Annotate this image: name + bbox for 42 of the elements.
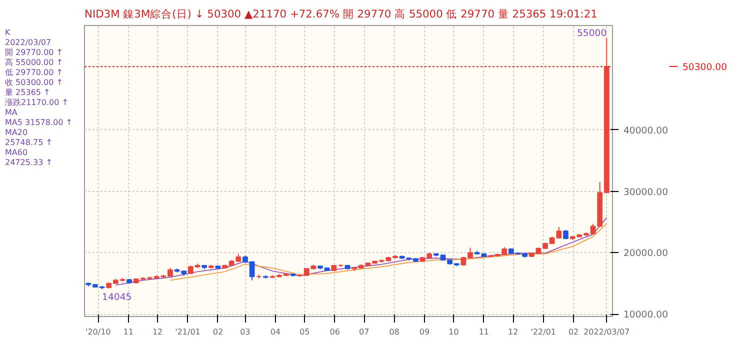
- ref-line-label: 50300.00: [682, 62, 728, 74]
- text: 收 50300.00 ↑: [5, 78, 63, 87]
- line-series: [115, 217, 608, 286]
- y-tick-label: 40000.00: [624, 125, 668, 136]
- annotation: 14045: [102, 292, 132, 304]
- x-tick-label: 04: [270, 328, 281, 336]
- text: 高 55000.00 ↑: [5, 58, 63, 67]
- x-tick-label: '21/01: [175, 328, 200, 336]
- x-tick-label: 07: [358, 328, 370, 336]
- x-tick-label: 05: [300, 328, 310, 336]
- x-tick-label: 11: [123, 328, 134, 336]
- x-tick-label: '20/10: [86, 328, 111, 336]
- text: MA60: [5, 148, 28, 157]
- text: MA5 31578.00 ↑: [5, 118, 72, 127]
- x-tick-label: 08: [389, 328, 400, 336]
- x-tick-label: 02: [568, 328, 579, 336]
- y-tick-label: 20000.00: [624, 248, 668, 260]
- text: K: [5, 28, 10, 37]
- text: 量 25365 ↑: [5, 88, 50, 97]
- text: MA: [5, 108, 18, 117]
- x-tick-label: 06: [330, 328, 340, 336]
- text: 25748.75 ↑: [5, 138, 52, 147]
- y-tick-label: 10000.00: [624, 310, 668, 321]
- y-tick-label: 30000.00: [624, 186, 668, 198]
- x-tick-label: 09: [419, 328, 430, 336]
- text: 開 29770.00 ↑: [5, 48, 63, 57]
- x-tick-label: '22/01: [530, 328, 556, 336]
- x-tick-label: 12: [152, 328, 163, 336]
- x-tick-label: 11: [478, 328, 490, 336]
- x-tick-label: 03: [240, 328, 250, 336]
- text: 24725.33 ↑: [5, 158, 52, 167]
- annotation: 55000: [576, 28, 607, 39]
- x-tick-label: 10: [448, 328, 459, 336]
- x-tick-label: 12: [508, 328, 518, 336]
- text: MA20: [5, 128, 28, 137]
- text: 2022/03/07: [5, 38, 52, 47]
- line-series: [170, 223, 608, 281]
- text: 漲跌21170.00 ↑: [5, 98, 68, 107]
- text: 低 29770.00 ↑: [5, 68, 63, 77]
- chart-title: NID3M 鎳3M綜合(日) ↓ 50300 ▲21170 +72.67% 開 29770 高 55000 低 29770 量 25365 19:01:21: [84, 8, 598, 20]
- x-tick-label: 02: [212, 328, 224, 336]
- x-tick-label: 2022/03/07: [584, 328, 630, 336]
